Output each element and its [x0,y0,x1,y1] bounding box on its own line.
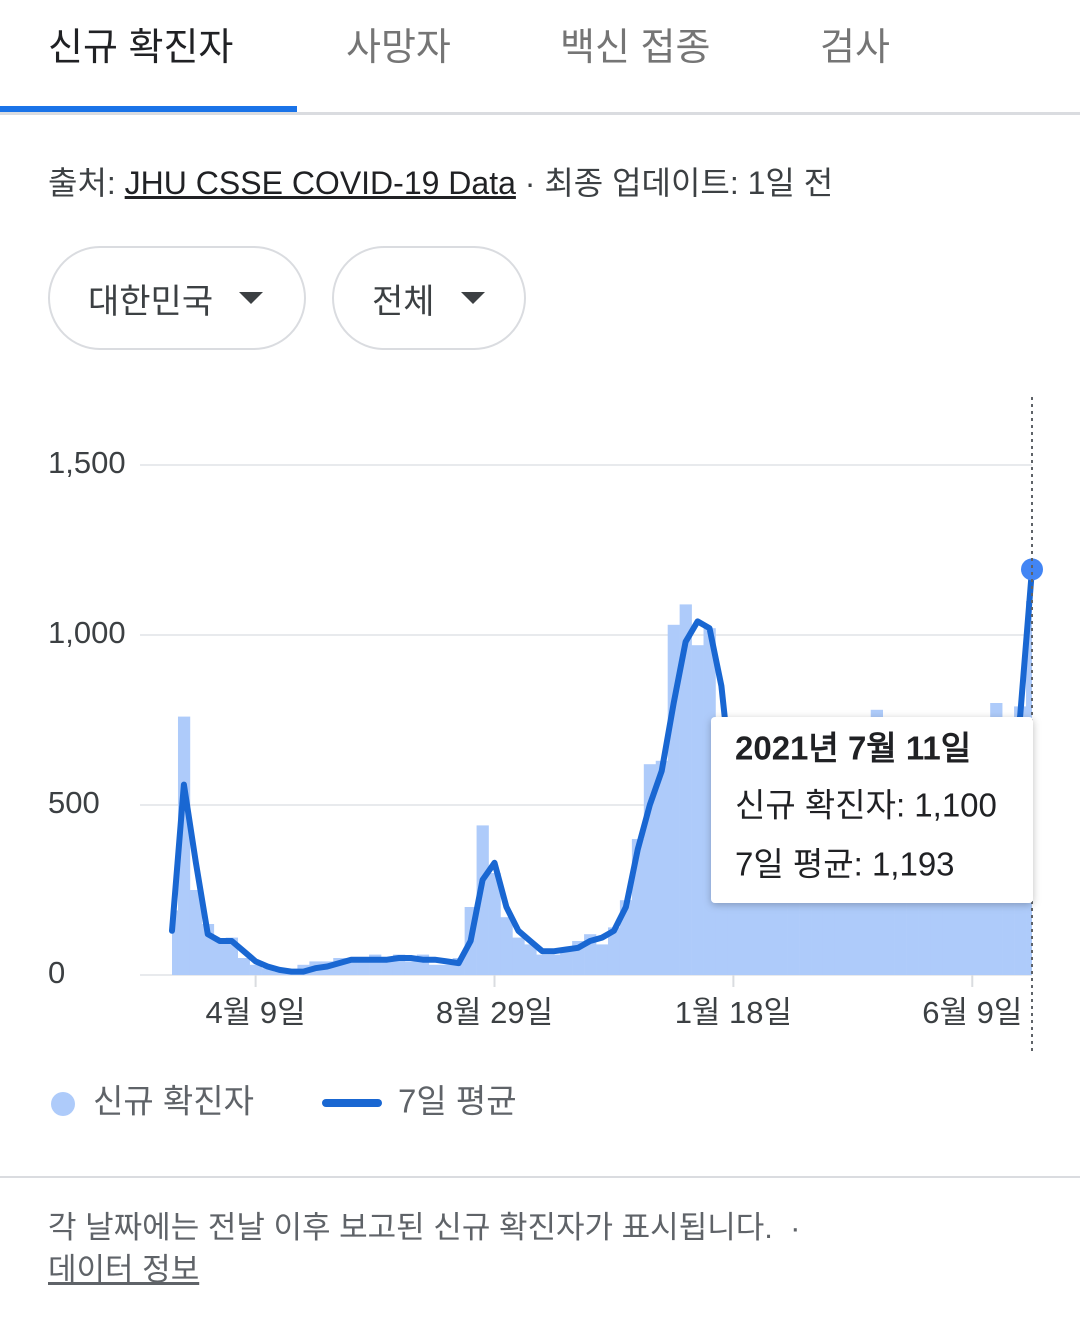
legend-label[interactable]: 7일 평균 [398,1083,517,1120]
bar [189,890,203,975]
tab[interactable]: 사망자 [346,27,451,69]
x-tick-label: 8월 29일 [436,995,553,1030]
filter-label: 전체 [372,282,435,321]
region-filter[interactable]: 전체 [332,246,526,350]
x-tick-label: 4월 9일 [206,995,306,1030]
bar [476,825,489,975]
caret [239,292,264,304]
bar [172,910,179,975]
tooltip: 2021년 7월 11일 신규 확진자: 1,100 7일 평균: 1,193 [711,717,1033,903]
caret [460,292,485,304]
tooltip-line: 7일 평균: 1,193 [735,846,955,883]
bar [655,760,668,975]
footer-link[interactable]: 데이터 정보 [48,1252,200,1287]
tab-divider [0,112,1080,115]
legend-label[interactable]: 신규 확진자 [93,1083,254,1120]
bar [261,968,274,975]
bar [607,927,621,975]
x-tick-label: 6월 9일 [922,995,1022,1030]
y-tick-label: 500 [48,785,100,820]
updated: · 최종 업데이트: 1일 전 [524,165,834,201]
bar [177,716,191,975]
y-tick-label: 0 [48,955,65,990]
tab[interactable]: 백신 접종 [560,27,711,69]
grid: 0 500 1,000 1,500 [48,445,1032,990]
bar [440,964,453,975]
x-tick-label: 1월 18일 [675,995,792,1030]
bar [548,954,561,975]
bar [488,873,501,975]
tooltip-box [711,717,1033,903]
tab[interactable]: 신규 확진자 [48,27,234,69]
bar [404,961,418,975]
legend: 신규 확진자 7일 평균 [51,1083,517,1120]
bar [237,958,250,975]
legend-swatch [51,1092,75,1116]
filter-label: 대한민국 [88,282,214,321]
bar [273,971,286,975]
active-tab-indicator [0,106,297,112]
bar [691,645,704,975]
bar [428,964,442,975]
bar [536,954,549,975]
source-prefix: 출처: [48,165,116,201]
footer-divider [0,1176,1080,1178]
separator: · [790,1210,801,1245]
x-axis: 4월 9일 8월 29일 1월 18일 6월 9일 [206,975,1022,1030]
footer-note-line: 각 날짜에는 전날 이후 보고된 신규 확진자가 표시됩니다. · [48,1202,800,1247]
tooltip-title: 2021년 7월 11일 [735,730,971,767]
bar [679,604,692,975]
hover-dot [1021,558,1043,581]
bar [213,941,227,975]
footer-note: 각 날짜에는 전날 이후 보고된 신규 확진자가 표시됩니다. [48,1210,773,1245]
country-filter[interactable]: 대한민국 [48,246,306,350]
bar [512,937,525,975]
tab[interactable]: 검사 [820,27,890,69]
bar [560,947,573,975]
y-tick-label: 1,500 [48,445,126,480]
tooltip-line: 신규 확진자: 1,100 [735,787,997,824]
source-link[interactable]: JHU CSSE COVID-19 Data [124,165,516,201]
source-line: 출처: JHU CSSE COVID-19 Data · 최종 업데이트: 1일… [48,158,833,204]
bar [524,944,537,975]
bar [500,917,513,975]
y-tick-label: 1,000 [48,615,126,650]
bar [596,944,609,975]
bar [249,964,262,975]
